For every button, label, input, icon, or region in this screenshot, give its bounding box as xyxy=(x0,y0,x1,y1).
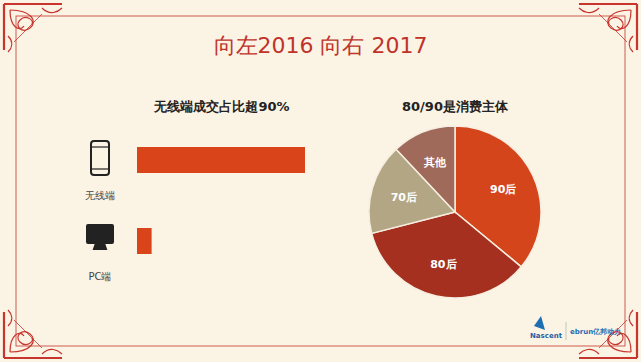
corner-curl xyxy=(608,10,631,30)
tick-label: 无线端 xyxy=(85,190,115,201)
corner-curl xyxy=(579,8,633,52)
slide: 向左2016 向右 2017 无线端成交占比超90% 无线端 PC端 80/90是消费主… xyxy=(0,0,641,362)
frame xyxy=(16,16,625,346)
device-icon xyxy=(87,225,113,249)
monitor-icon xyxy=(87,225,113,243)
slice-label: 其他 xyxy=(423,156,447,169)
tick-label: PC端 xyxy=(88,271,111,282)
corner-line xyxy=(4,4,62,50)
logo-text: Nascent xyxy=(530,332,563,340)
chart-title: 80/90是消费主体 xyxy=(402,99,509,114)
pie-chart: 80/90是消费主体 xyxy=(369,99,541,298)
corner-line xyxy=(579,4,637,50)
corner-curl xyxy=(14,320,42,348)
corner-ornament xyxy=(579,4,637,52)
slice-label: 90后 xyxy=(490,183,516,196)
logo-mark xyxy=(534,316,545,330)
device-icon xyxy=(91,141,109,175)
phone-icon xyxy=(91,141,109,175)
corner-curl xyxy=(599,14,627,42)
logo-divider xyxy=(566,322,567,340)
corner-line xyxy=(4,312,62,358)
pie-labels: 90后 80后 70后 其他 xyxy=(391,156,517,271)
logo-text: ebrun亿邦动力 xyxy=(570,328,621,336)
corner-curl xyxy=(8,8,62,52)
corner-ornament xyxy=(4,4,62,52)
bar xyxy=(137,147,305,173)
background xyxy=(0,0,641,362)
chart-title: 无线端成交占比超90% xyxy=(153,99,289,114)
monitor-icon xyxy=(94,243,106,249)
corner-curl xyxy=(8,310,62,354)
phone-icon xyxy=(91,146,109,147)
phone-icon xyxy=(91,168,109,169)
corner-curl xyxy=(14,14,42,42)
bar-chart: 无线端成交占比超90% 无线端 PC端 xyxy=(85,99,305,282)
slide-title: 向左2016 向右 2017 xyxy=(214,33,428,58)
bar-marks xyxy=(137,147,305,254)
corner-ornament xyxy=(4,310,62,358)
slice-label: 70后 xyxy=(391,191,417,204)
bar xyxy=(137,228,152,254)
logos: Nascent ebrun亿邦动力 xyxy=(530,316,621,340)
slice-label: 80后 xyxy=(430,258,456,271)
ornament xyxy=(4,4,637,358)
corner-curl xyxy=(10,332,33,352)
corner-curl xyxy=(10,10,33,30)
